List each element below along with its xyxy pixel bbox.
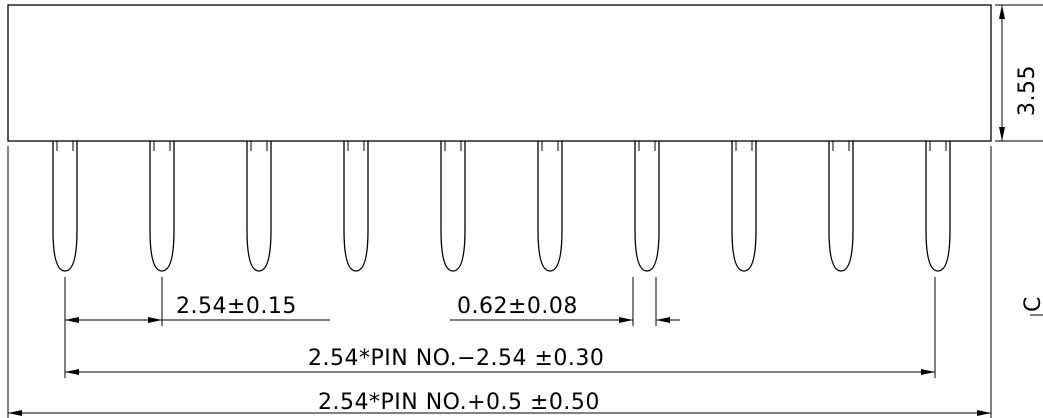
pin (925, 141, 951, 272)
outer-span-dimension: 2.54*PIN NO.+0.5 ±0.50 (8, 390, 991, 416)
outer-span-label: 2.54*PIN NO.+0.5 ±0.50 (318, 390, 600, 415)
body-height-label: 3.55 (1015, 65, 1040, 116)
pin-width-label: 0.62±0.08 (457, 294, 578, 319)
pin (537, 141, 563, 272)
pin (634, 141, 660, 272)
pitch-dimension: 2.54±0.15 (65, 294, 330, 323)
edge-mark-label: C (1021, 296, 1043, 312)
inner-span-label: 2.54*PIN NO.−2.54 ±0.30 (308, 346, 604, 371)
pin (246, 141, 272, 272)
edge-label: C (1021, 296, 1043, 316)
pin (52, 141, 78, 272)
pitch-label: 2.54±0.15 (176, 294, 297, 319)
pin (828, 141, 854, 272)
pin (440, 141, 466, 272)
pin (343, 141, 369, 272)
pin-row (52, 141, 951, 272)
pin (731, 141, 757, 272)
pin (149, 141, 175, 272)
inner-span-dimension: 2.54*PIN NO.−2.54 ±0.30 (65, 346, 935, 375)
connector-body (7, 4, 992, 142)
pin-width-dimension: 0.62±0.08 (450, 294, 680, 323)
body-height-dimension: 3.55 (995, 4, 1043, 142)
